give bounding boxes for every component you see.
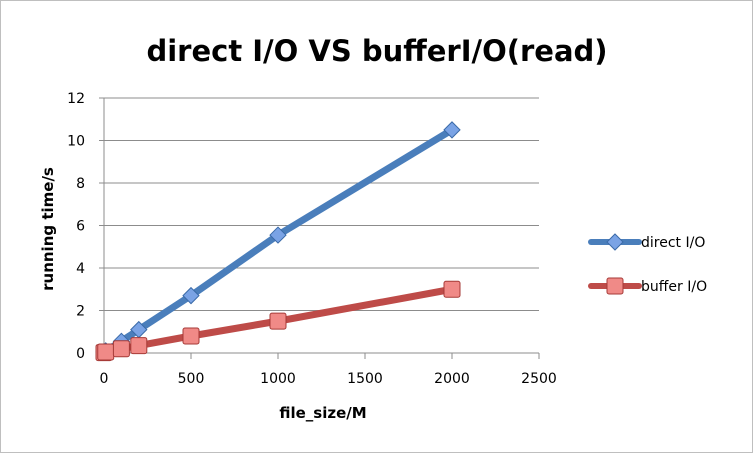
legend-label: buffer I/O (641, 279, 707, 295)
series-buffer-io (95, 280, 461, 362)
x-axis-title: file_size/M (279, 404, 366, 422)
y-tick-label-6: 6 (76, 219, 85, 235)
legend: direct I/O buffer I/O (588, 233, 707, 295)
y-tick-label-8: 8 (76, 176, 85, 192)
y-tick-label-4: 4 (76, 261, 85, 277)
data-point (443, 121, 461, 139)
x-tick-label-2500: 2500 (521, 371, 557, 387)
data-point (182, 286, 200, 305)
x-tick-label-0: 0 (100, 371, 109, 387)
x-tick-label-1000: 1000 (260, 371, 296, 387)
y-axis-title: running time/s (39, 167, 57, 291)
data-point (182, 327, 200, 345)
legend-item-direct-io: direct I/O (588, 233, 705, 251)
axes: 0 2 4 6 8 10 12 0 500 1000 1500 2000 2500 (67, 91, 557, 387)
legend-item-buffer-io: buffer I/O (588, 277, 707, 295)
y-tick-label-12: 12 (67, 91, 85, 107)
series-group (95, 121, 461, 362)
y-tick-label-0: 0 (76, 346, 85, 362)
gridlines (104, 97, 539, 311)
x-tick-label-500: 500 (178, 371, 205, 387)
legend-swatch-marker (606, 277, 624, 295)
legend-swatch-marker (606, 233, 624, 251)
legend-label: direct I/O (641, 235, 705, 251)
data-point (130, 337, 148, 355)
data-point (112, 340, 130, 358)
y-tick-label-2: 2 (76, 304, 85, 320)
data-point (443, 280, 461, 298)
data-point (269, 312, 287, 330)
data-point (269, 226, 287, 244)
x-tick-label-2000: 2000 (434, 371, 470, 387)
data-point (97, 343, 115, 361)
y-tick-label-10: 10 (67, 134, 85, 150)
chart-title: direct I/O VS bufferI/O(read) (146, 34, 607, 68)
x-tick-label-1500: 1500 (347, 371, 383, 387)
